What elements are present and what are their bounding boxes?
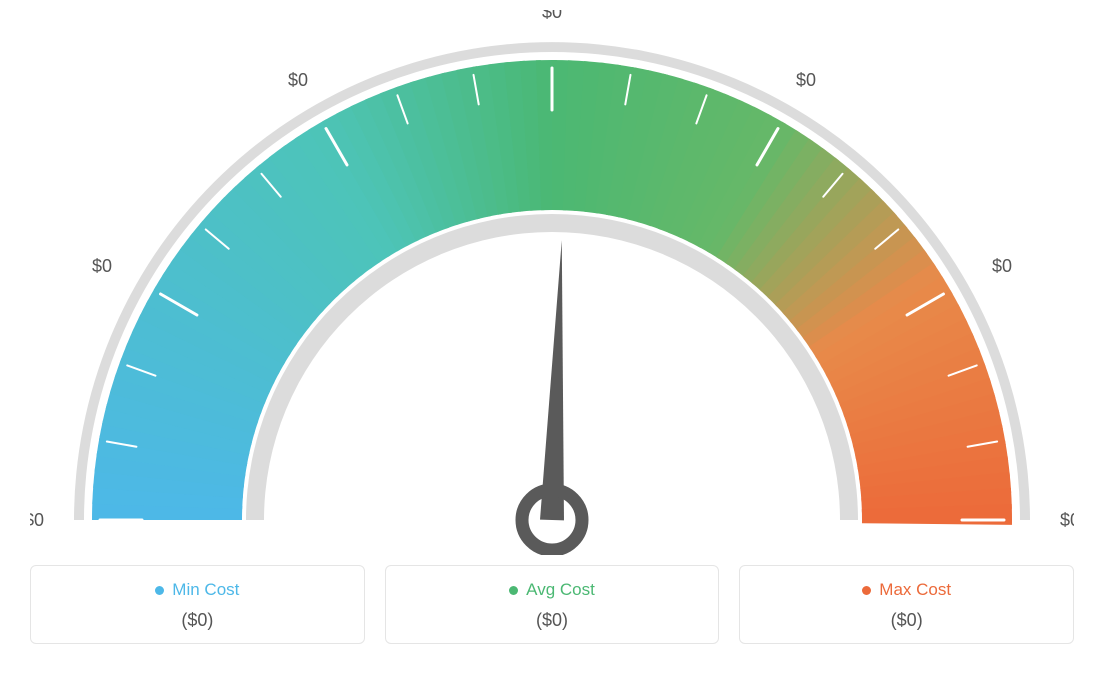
svg-text:$0: $0 bbox=[796, 70, 816, 90]
dot-icon bbox=[862, 586, 871, 595]
legend-label: Max Cost bbox=[879, 580, 951, 600]
legend-label: Avg Cost bbox=[526, 580, 595, 600]
dot-icon bbox=[509, 586, 518, 595]
svg-text:$0: $0 bbox=[92, 256, 112, 276]
svg-text:$0: $0 bbox=[542, 10, 562, 22]
legend-title-avg: Avg Cost bbox=[509, 580, 595, 600]
legend-card-max: Max Cost ($0) bbox=[739, 565, 1074, 644]
legend-value: ($0) bbox=[31, 610, 364, 631]
legend-title-min: Min Cost bbox=[155, 580, 239, 600]
svg-text:$0: $0 bbox=[992, 256, 1012, 276]
legend-label: Min Cost bbox=[172, 580, 239, 600]
legend-title-max: Max Cost bbox=[862, 580, 951, 600]
gauge-svg: $0 $0 $0 $0 $0 $0 $0 bbox=[30, 10, 1074, 555]
svg-text:$0: $0 bbox=[288, 70, 308, 90]
legend-card-avg: Avg Cost ($0) bbox=[385, 565, 720, 644]
chart-container: $0 $0 $0 $0 $0 $0 $0 Min Cost ($0) Avg Cost ($… bbox=[0, 0, 1104, 690]
legend-row: Min Cost ($0) Avg Cost ($0) Max Cost ($0… bbox=[30, 565, 1074, 644]
legend-value: ($0) bbox=[386, 610, 719, 631]
dot-icon bbox=[155, 586, 164, 595]
svg-text:$0: $0 bbox=[1060, 510, 1074, 530]
legend-card-min: Min Cost ($0) bbox=[30, 565, 365, 644]
legend-value: ($0) bbox=[740, 610, 1073, 631]
gauge-chart: $0 $0 $0 $0 $0 $0 $0 bbox=[30, 10, 1074, 555]
svg-text:$0: $0 bbox=[30, 510, 44, 530]
